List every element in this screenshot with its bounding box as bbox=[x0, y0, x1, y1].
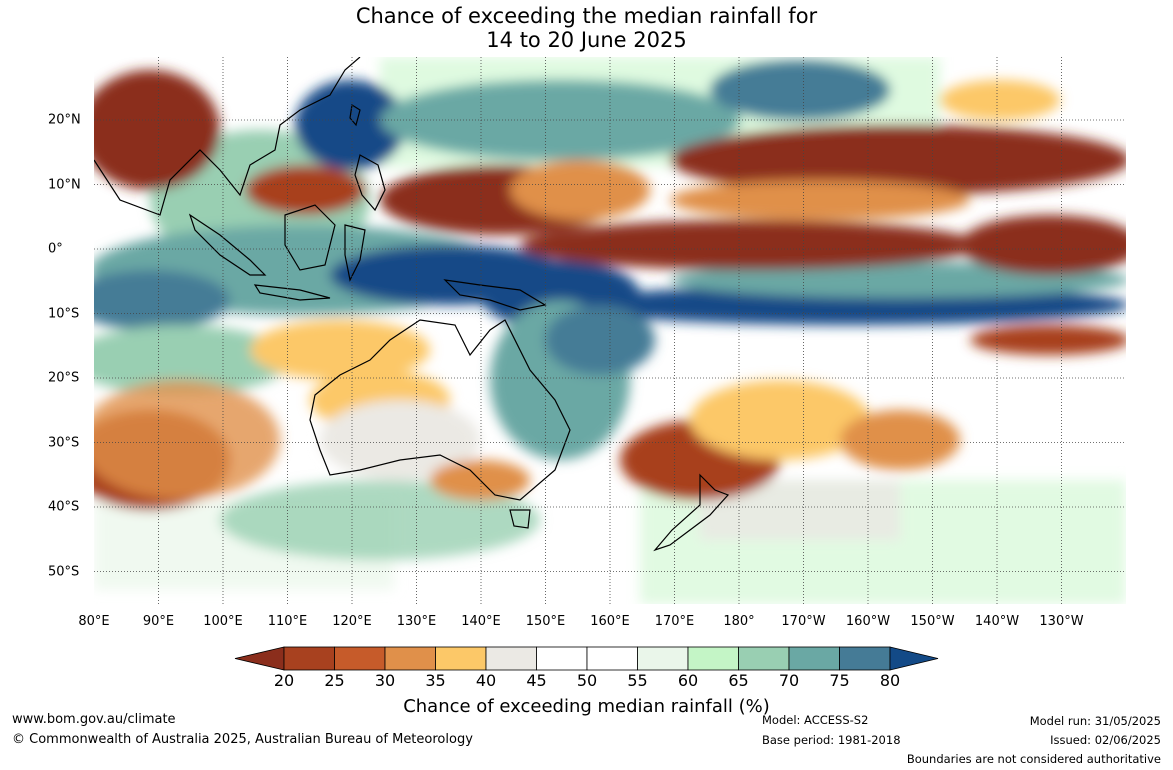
field-teal-south bbox=[220, 480, 540, 560]
field-orange-sp bbox=[690, 380, 870, 460]
field-brown-equator-e bbox=[960, 215, 1126, 275]
colorbar-tick-label: 55 bbox=[627, 671, 648, 690]
colorbar-bin bbox=[334, 646, 386, 671]
lon-label: 170°E bbox=[654, 614, 695, 629]
colorbar-tick-label: 25 bbox=[324, 671, 345, 690]
colorbar-title: Chance of exceeding median rainfall (%) bbox=[403, 696, 770, 717]
colorbar-bin bbox=[788, 646, 840, 671]
lon-label: 90°E bbox=[142, 614, 175, 629]
title-line-1: Chance of exceeding the median rainfall … bbox=[355, 4, 818, 28]
lon-label: 140°W bbox=[974, 614, 1020, 629]
coast-australia bbox=[309, 319, 571, 501]
lon-label: 110°E bbox=[267, 614, 308, 629]
lon-label: 130°W bbox=[1039, 614, 1084, 629]
colorbar-tick-label: 70 bbox=[778, 671, 800, 690]
field-orange-nwaus bbox=[250, 320, 430, 380]
website-text: www.bom.gov.au/climate bbox=[12, 712, 176, 727]
colorbar-tick-label: 20 bbox=[273, 671, 295, 690]
colorbar-bin bbox=[839, 646, 891, 671]
lon-label: 160°E bbox=[590, 614, 630, 629]
lon-label: 180° bbox=[723, 614, 755, 629]
coast-newguinea bbox=[443, 279, 547, 311]
map-title: Chance of exceeding the median rainfall … bbox=[0, 4, 1173, 52]
colorbar-arrow-low bbox=[234, 646, 285, 671]
coast-newzealand bbox=[653, 473, 730, 552]
field-grey-aus bbox=[320, 400, 480, 480]
model-run-text: Model run: 31/05/2025 bbox=[1029, 714, 1161, 728]
base-period-text: Base period: 1981-2018 bbox=[762, 733, 901, 747]
field-blue-coral bbox=[545, 305, 655, 375]
graticule bbox=[94, 57, 1126, 604]
rainfall-map bbox=[94, 57, 1126, 604]
colorbar-arrow-high bbox=[889, 646, 939, 671]
field-brown-itcz-n bbox=[670, 125, 1126, 195]
issued-text: Issued: 02/06/2025 bbox=[1050, 733, 1161, 747]
field-orange-si-west bbox=[94, 380, 280, 500]
field-brown-equator bbox=[520, 220, 980, 270]
coast-sulawesi bbox=[344, 224, 366, 282]
title-line-2: 14 to 20 June 2025 bbox=[486, 28, 687, 52]
colorbar-tick-label: 65 bbox=[728, 671, 749, 690]
colorbar-bin bbox=[536, 646, 588, 671]
lon-label: 150°W bbox=[910, 614, 955, 629]
coast-sumatra bbox=[188, 213, 267, 276]
field-blue-ne bbox=[710, 60, 890, 120]
field-blue-sea bbox=[295, 80, 405, 170]
colorbar-tick-label: 35 bbox=[425, 671, 446, 690]
colorbar-bin bbox=[384, 646, 436, 671]
lon-label: 160°W bbox=[845, 614, 891, 629]
colorbar-bin bbox=[637, 646, 689, 671]
colorbar-bin bbox=[283, 646, 335, 671]
colorbar-bin bbox=[687, 646, 739, 671]
colorbar-bin bbox=[435, 646, 487, 671]
lat-label: 40°S bbox=[48, 499, 80, 515]
lat-label: 50°S bbox=[48, 564, 80, 579]
coast-asia bbox=[94, 57, 361, 216]
field-brown-sp-e bbox=[970, 325, 1126, 355]
lon-label: 170°W bbox=[781, 614, 826, 629]
disclaimer-text: Boundaries are not considered authoritat… bbox=[906, 752, 1161, 766]
lon-label: 140°E bbox=[461, 614, 501, 629]
probability-field bbox=[94, 57, 1126, 604]
colorbar-tick-label: 50 bbox=[576, 671, 598, 690]
lat-label: 0° bbox=[48, 241, 63, 257]
colorbar bbox=[234, 646, 939, 671]
colorbar-bin bbox=[586, 646, 638, 671]
colorbar-tick-label: 75 bbox=[829, 671, 850, 690]
coast-philippines bbox=[354, 154, 386, 212]
lon-label: 130°E bbox=[396, 614, 437, 629]
field-orange-wp bbox=[510, 160, 650, 220]
field-orange-hawaii bbox=[940, 80, 1060, 120]
colorbar-tick-label: 45 bbox=[526, 671, 547, 690]
coastlines bbox=[94, 57, 730, 552]
model-text: Model: ACCESS-S2 bbox=[762, 713, 869, 727]
colorbar-tick-label: 60 bbox=[677, 671, 699, 690]
field-blue-west bbox=[94, 270, 230, 330]
field-brown-scs bbox=[245, 165, 365, 215]
lon-label: 100°E bbox=[203, 614, 243, 629]
lat-label: 20°S bbox=[48, 370, 80, 386]
lat-label: 10°S bbox=[48, 306, 80, 321]
lat-label: 10°N bbox=[48, 177, 81, 192]
field-orange-sp-e bbox=[840, 410, 960, 470]
colorbar-tick-label: 30 bbox=[374, 671, 396, 690]
field-brown-india bbox=[94, 70, 220, 190]
copyright-text: © Commonwealth of Australia 2025, Austra… bbox=[12, 732, 473, 747]
coast-tasmania bbox=[509, 509, 531, 529]
coast-borneo bbox=[284, 204, 336, 271]
lon-label: 150°E bbox=[525, 614, 566, 629]
lon-label: 80°E bbox=[78, 614, 110, 629]
colorbar-bin bbox=[738, 646, 790, 671]
colorbar-bin bbox=[485, 646, 537, 671]
lat-label: 20°N bbox=[48, 112, 81, 128]
coast-taiwan bbox=[349, 104, 361, 127]
field-teal-indian bbox=[94, 325, 290, 395]
coast-java bbox=[253, 284, 331, 301]
lon-label: 120°E bbox=[332, 614, 372, 629]
colorbar-tick-label: 80 bbox=[879, 671, 901, 690]
field-orange-itcz-n bbox=[670, 180, 970, 220]
lat-label: 30°S bbox=[48, 435, 80, 450]
colorbar-tick-label: 40 bbox=[475, 671, 497, 690]
